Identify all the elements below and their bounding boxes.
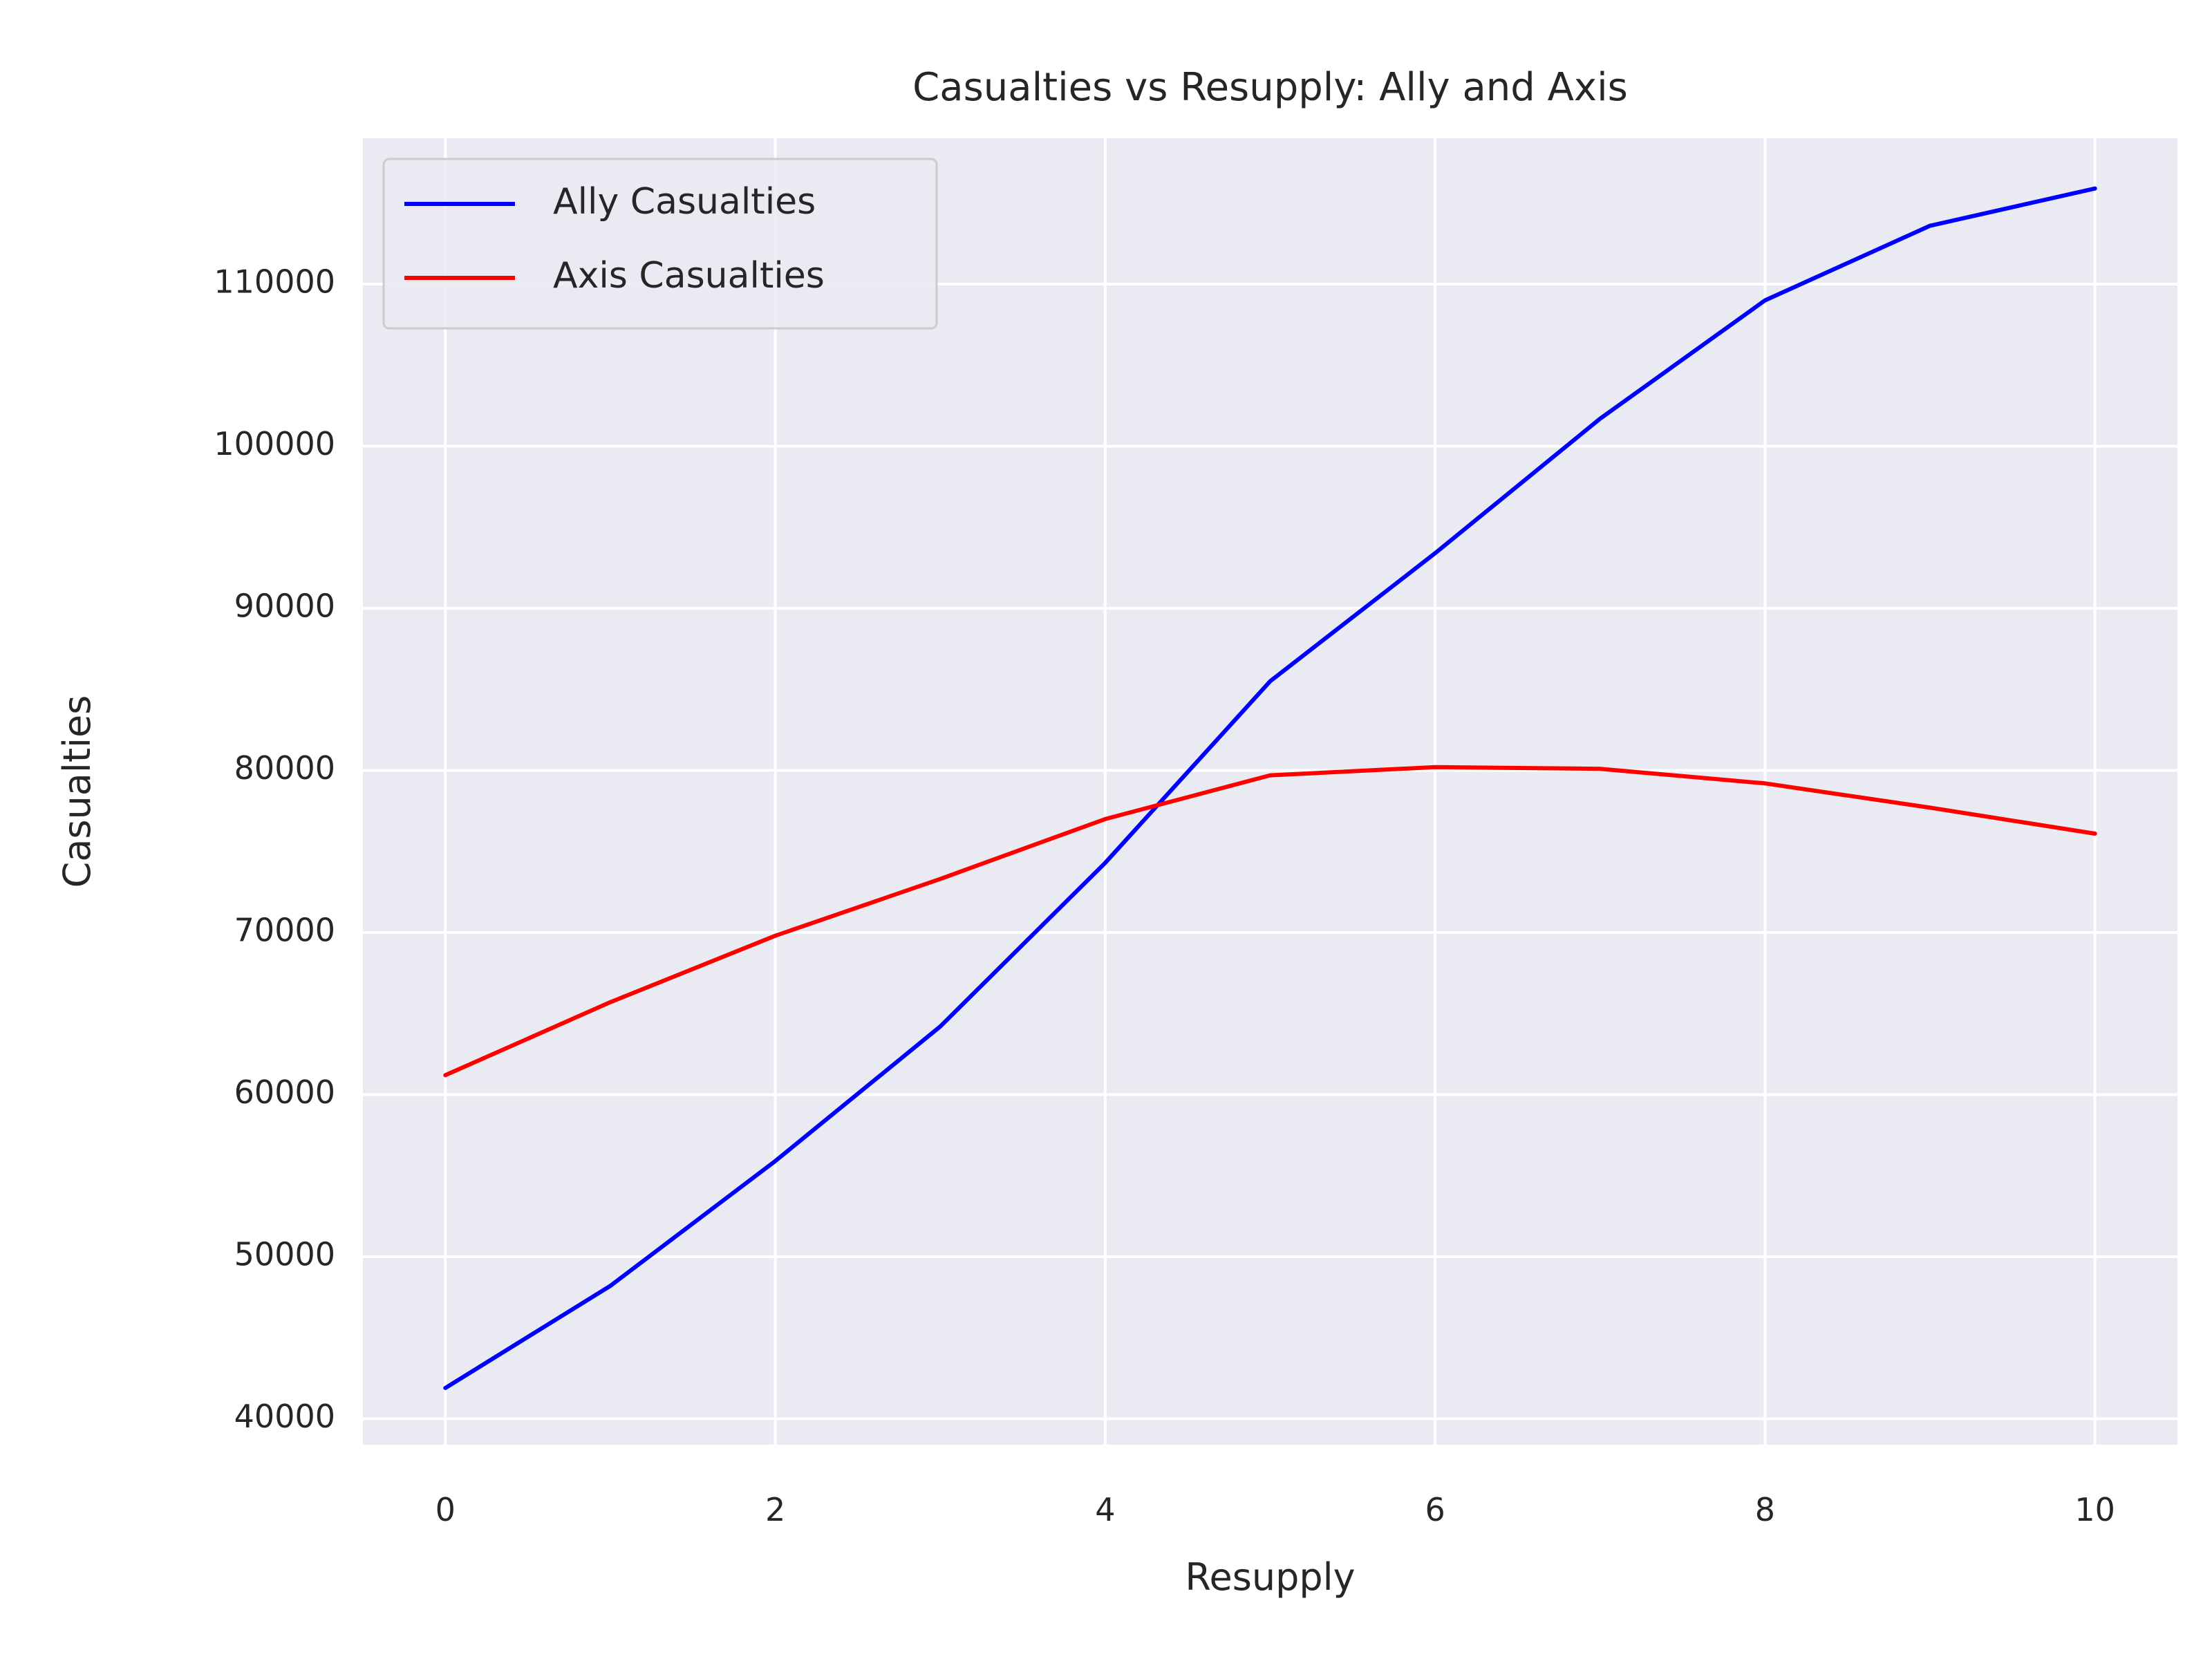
y-tick-label: 70000 <box>234 912 335 949</box>
y-tick-label: 80000 <box>234 749 335 787</box>
x-tick-labels: 0 2 4 6 8 10 <box>435 1491 2115 1528</box>
x-tick-label: 2 <box>765 1491 785 1528</box>
series-lines <box>443 186 2097 1390</box>
y-tick-label: 110000 <box>214 263 335 301</box>
legend-label-axis: Axis Casualties <box>553 255 825 297</box>
y-tick-label: 60000 <box>234 1074 335 1111</box>
x-tick-label: 0 <box>435 1491 456 1528</box>
y-tick-labels: 40000 50000 60000 70000 80000 90000 100000 1100… <box>214 263 335 1435</box>
y-tick-label: 40000 <box>234 1398 335 1435</box>
plot-area <box>363 138 2177 1445</box>
y-axis-label: Casualties <box>55 695 99 888</box>
x-tick-label: 6 <box>1425 1491 1445 1528</box>
y-tick-label: 90000 <box>234 588 335 625</box>
x-axis-label: Resupply <box>1185 1555 1355 1599</box>
chart-title: Casualties vs Resupply: Ally and Axis <box>912 65 1628 110</box>
x-tick-label: 10 <box>2074 1491 2115 1528</box>
series-line-ally <box>443 186 2097 1390</box>
legend: Ally Casualties Axis Casualties <box>382 158 938 330</box>
grid-lines <box>363 138 2177 1445</box>
legend-label-ally: Ally Casualties <box>553 181 816 223</box>
x-tick-label: 4 <box>1095 1491 1115 1528</box>
legend-box <box>382 158 938 330</box>
x-tick-label: 8 <box>1755 1491 1775 1528</box>
series-line-axis <box>443 765 2097 1078</box>
y-tick-label: 50000 <box>234 1235 335 1273</box>
y-tick-label: 100000 <box>214 425 335 462</box>
